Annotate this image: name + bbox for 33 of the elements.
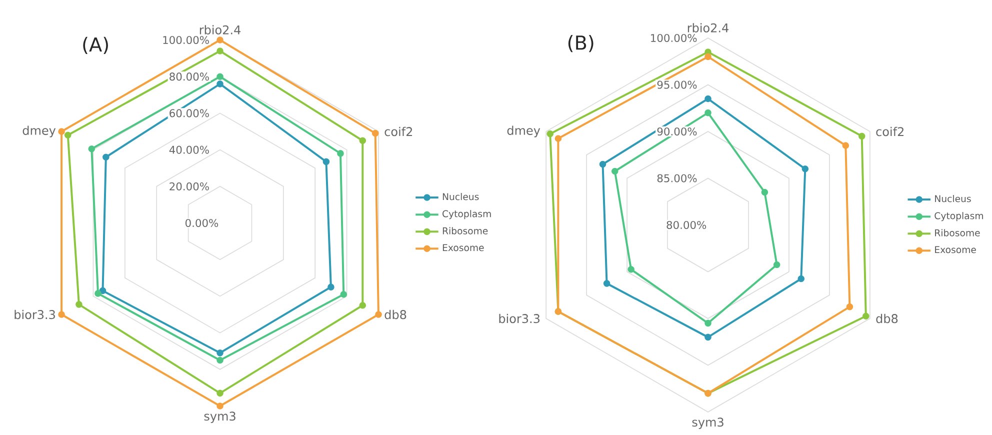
y-tick-label: 95.00%	[657, 80, 697, 89]
text: (B)	[568, 35, 594, 52]
legend-label: Cytoplasm	[442, 210, 491, 220]
y-tick-label: 60.00%	[170, 109, 209, 118]
legend-label: Exosome	[442, 244, 484, 252]
legend-label: Cytoplasm	[934, 212, 983, 222]
y-tick-label: 80.00%	[666, 220, 706, 230]
spoke-label: db8	[384, 310, 406, 320]
text: (A)	[83, 36, 108, 54]
legend-label: Nucleus	[935, 194, 971, 202]
legend-label: Ribosome	[442, 227, 488, 234]
spoke-label: sym3	[692, 418, 724, 429]
spoke-label: coif2	[384, 126, 412, 136]
spoke-label: sym3	[204, 412, 236, 423]
spoke-label: dmey	[507, 126, 540, 138]
spoke-label: bior3.3	[14, 310, 55, 320]
spoke-label: bior3.3	[499, 314, 540, 324]
y-tick-label: 20.00%	[170, 182, 209, 190]
spoke-label: coif2	[876, 126, 904, 136]
legend-label: Exosome	[935, 246, 976, 254]
y-tick-label: 100.00%	[651, 34, 697, 42]
y-tick-label: 90.00%	[657, 127, 697, 136]
spoke-label: rbio2.4	[688, 23, 728, 32]
y-tick-label: 85.00%	[657, 174, 697, 182]
y-tick-label: 100.00%	[163, 36, 209, 44]
spoke-label: dmey	[22, 126, 56, 138]
spoke-label: db8	[876, 314, 898, 324]
legend-label: Nucleus	[442, 192, 479, 200]
y-tick-label: 40.00%	[169, 146, 209, 154]
spoke-label: rbio2.4	[200, 25, 240, 34]
y-tick-label: 80.00%	[170, 72, 209, 81]
y-tick-label: 0.00%	[186, 218, 218, 228]
legend-label: Ribosome	[935, 229, 980, 236]
